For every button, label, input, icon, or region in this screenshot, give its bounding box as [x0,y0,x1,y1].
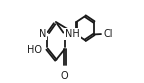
Text: Cl: Cl [103,29,112,39]
Text: HO: HO [27,45,42,55]
Text: Cl: Cl [103,29,113,39]
Text: O: O [61,71,68,81]
Text: N: N [39,29,47,39]
Text: NH: NH [65,29,80,39]
